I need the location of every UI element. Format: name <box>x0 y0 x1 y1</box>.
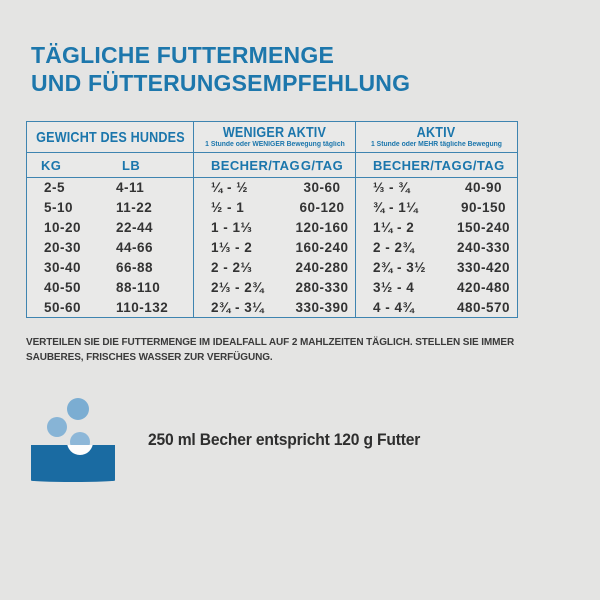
table-row: 30-40 66-88 2 - 2⅓ 240-280 2¾ - 3½ 330-4… <box>27 257 517 278</box>
active-label: AKTIV <box>416 124 456 141</box>
bowl-with-kibble-icon <box>30 395 116 483</box>
less-active-header-cell: WENIGER AKTIV 1 Stunde oder WENIGER Bewe… <box>194 122 356 152</box>
table-cell: 480-570 <box>456 299 511 315</box>
table-cell: 1¼ - 2 <box>373 220 415 236</box>
table-cell: 22-44 <box>109 217 194 238</box>
table-cell: 160-240 <box>289 237 356 258</box>
column-header-becher-active: BECHER/TAG <box>373 157 462 173</box>
table-cell: 10-20 <box>44 220 82 236</box>
bowl-rim-notch <box>67 445 93 455</box>
table-cell: 110-132 <box>109 297 194 318</box>
table-row: 2-5 4-11 ¼ - ½ 30-60 ⅓ - ¾ 40-90 <box>27 178 517 198</box>
column-header-gram-active: G/TAG <box>462 157 505 173</box>
table-row: 10-20 22-44 1 - 1⅓ 120-160 1¼ - 2 150-24… <box>27 217 517 238</box>
table-cell: 1 - 1⅓ <box>211 220 253 236</box>
table-row: 20-30 44-66 1⅓ - 2 160-240 2 - 2¾ 240-33… <box>27 237 517 258</box>
table-cell: ¼ - ½ <box>211 180 249 196</box>
title-line-2: UND FÜTTERUNGSEMPFEHLUNG <box>31 69 411 96</box>
table-cell: 280-330 <box>289 277 356 298</box>
column-header-gram-less-active: G/TAG <box>289 153 356 177</box>
table-cell: 66-88 <box>109 257 194 278</box>
table-cell: 5-10 <box>44 200 74 216</box>
table-cell: 88-110 <box>109 277 194 298</box>
table-cell: 11-22 <box>109 197 194 218</box>
table-cell: 240-330 <box>456 240 511 255</box>
table-cell: 4-11 <box>109 178 194 198</box>
title-line-1: TÄGLICHE FUTTERMENGE <box>31 42 334 68</box>
table-cell: 20-30 <box>44 240 82 255</box>
table-cell: 44-66 <box>109 237 194 258</box>
table-cell: 40-90 <box>464 180 503 196</box>
table-cell: 330-390 <box>289 297 356 318</box>
table-column-header-row: KG LB BECHER/TAG G/TAG BECHER/TAG G/TAG <box>27 153 517 178</box>
table-cell: 40-50 <box>44 279 82 295</box>
column-header-kg: KG <box>41 157 62 173</box>
less-active-label: WENIGER AKTIV <box>222 124 327 141</box>
table-cell: 150-240 <box>456 220 511 236</box>
column-header-becher-less-active: BECHER/TAG <box>211 157 300 173</box>
table-cell: 2 - 2⅓ <box>211 259 253 275</box>
kibble-circle-left <box>47 417 67 437</box>
less-active-subtitle: 1 Stunde oder WENIGER Bewegung täglich <box>204 141 345 148</box>
table-cell: 90-150 <box>460 200 507 216</box>
table-cell: ⅓ - ¾ <box>373 180 411 196</box>
table-row: 50-60 110-132 2¾ - 3¼ 330-390 4 - 4¾ 480… <box>27 297 517 318</box>
table-cell: 3½ - 4 <box>373 279 415 295</box>
column-header-lb: LB <box>109 153 194 177</box>
table-group-header-row: GEWICHT DES HUNDES WENIGER AKTIV 1 Stund… <box>27 122 517 153</box>
table-cell: 2-5 <box>44 180 66 196</box>
table-cell: 30-40 <box>44 259 82 275</box>
table-cell: 420-480 <box>456 279 511 295</box>
table-cell: 30-60 <box>289 178 356 198</box>
table-cell: 330-420 <box>456 259 511 275</box>
table-cell: 50-60 <box>44 299 82 315</box>
table-cell: ½ - 1 <box>211 200 245 216</box>
feeding-note: VERTEILEN SIE DIE FUTTERMENGE IM IDEALFA… <box>26 337 515 363</box>
weight-header-label: GEWICHT DES HUNDES <box>35 128 185 146</box>
page-title: TÄGLICHE FUTTERMENGE UND FÜTTERUNGSEMPFE… <box>31 42 410 97</box>
cup-equivalence-text: 250 ml Becher entspricht 120 g Futter <box>148 430 421 449</box>
weight-header-cell: GEWICHT DES HUNDES <box>27 122 194 152</box>
table-row: 5-10 11-22 ½ - 1 60-120 ¾ - 1¼ 90-150 <box>27 197 517 218</box>
kibble-circle-top <box>67 398 89 420</box>
table-cell: ¾ - 1¼ <box>373 200 419 216</box>
table-cell: 2 - 2¾ <box>373 240 415 255</box>
table-row: 40-50 88-110 2⅓ - 2¾ 280-330 3½ - 4 420-… <box>27 277 517 298</box>
table-cell: 120-160 <box>289 217 356 238</box>
table-cell: 4 - 4¾ <box>373 299 415 315</box>
active-subtitle: 1 Stunde oder MEHR tägliche Bewegung <box>370 141 502 148</box>
table-cell: 2⅓ - 2¾ <box>211 279 265 295</box>
table-cell: 1⅓ - 2 <box>211 240 253 255</box>
table-cell: 2¾ - 3¼ <box>211 299 265 315</box>
active-header-cell: AKTIV 1 Stunde oder MEHR tägliche Bewegu… <box>356 122 516 152</box>
table-cell: 240-280 <box>289 257 356 278</box>
table-cell: 60-120 <box>289 197 356 218</box>
feeding-table: GEWICHT DES HUNDES WENIGER AKTIV 1 Stund… <box>26 121 518 318</box>
table-cell: 2¾ - 3½ <box>373 259 427 275</box>
